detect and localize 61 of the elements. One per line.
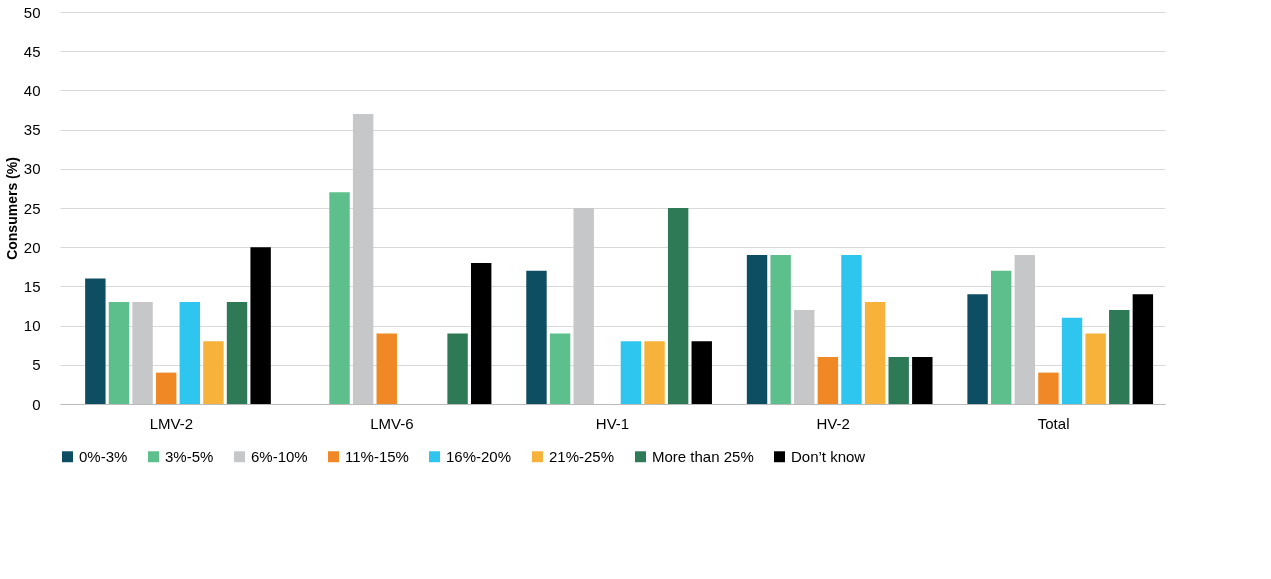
legend-label: 11%-15% [345, 447, 409, 465]
bar [526, 270, 547, 404]
y-tick-label: 30 [23, 160, 41, 178]
bar [888, 356, 909, 404]
bar [990, 270, 1012, 404]
x-tick-label: LMV-2 [149, 414, 194, 432]
x-tick-label: LMV-6 [370, 414, 414, 432]
bar [250, 247, 271, 404]
y-tick-label: 20 [23, 238, 41, 256]
y-tick-label: 0 [32, 395, 41, 413]
y-tick-label: 35 [23, 121, 41, 139]
y-tick-label: 10 [23, 317, 41, 335]
legend-label: 6%-10% [251, 447, 308, 465]
bar [667, 208, 689, 404]
bar [376, 333, 397, 404]
bar [132, 302, 153, 404]
bar [817, 356, 839, 404]
y-axis-title: Consumers (%) [3, 157, 20, 260]
legend-label: 0%-3% [79, 447, 128, 465]
bar [1038, 372, 1059, 404]
bar [226, 302, 248, 404]
bar [864, 302, 886, 404]
y-tick-label: 15 [23, 277, 41, 295]
bar [746, 255, 768, 404]
bar [470, 262, 492, 404]
bar [1014, 255, 1036, 404]
legend-label: More than 25% [652, 447, 754, 465]
bar [203, 341, 224, 404]
bar [967, 294, 988, 404]
bar [1132, 294, 1154, 404]
x-tick-label: HV-2 [816, 414, 850, 432]
x-tick-label: HV-1 [595, 414, 630, 432]
legend-label: 21%-25% [549, 447, 615, 465]
legend-label: Don’t know [791, 447, 866, 465]
bar [1061, 317, 1083, 404]
y-tick-label: 25 [23, 199, 41, 217]
bar [108, 302, 130, 404]
legend-label: 3%-5% [165, 447, 214, 465]
bar [770, 255, 791, 404]
bar [794, 309, 815, 404]
bar [179, 302, 201, 404]
bar [1085, 333, 1106, 404]
bar [329, 192, 350, 404]
y-tick-label: 5 [32, 356, 41, 374]
bar [549, 333, 571, 404]
y-tick-label: 40 [23, 81, 41, 99]
bar [644, 341, 665, 404]
y-tick-label: 45 [23, 42, 41, 60]
bar [352, 113, 374, 404]
bar [155, 372, 177, 404]
bar [85, 278, 106, 404]
bar [841, 255, 862, 404]
x-tick-label: Total [1037, 414, 1070, 432]
bar [620, 341, 642, 404]
bar [691, 341, 712, 404]
bar [912, 356, 933, 404]
bar [573, 208, 594, 404]
bar [1109, 309, 1130, 404]
y-tick-label: 50 [23, 3, 41, 21]
legend-label: 16%-20% [446, 447, 512, 465]
bar [447, 333, 468, 404]
